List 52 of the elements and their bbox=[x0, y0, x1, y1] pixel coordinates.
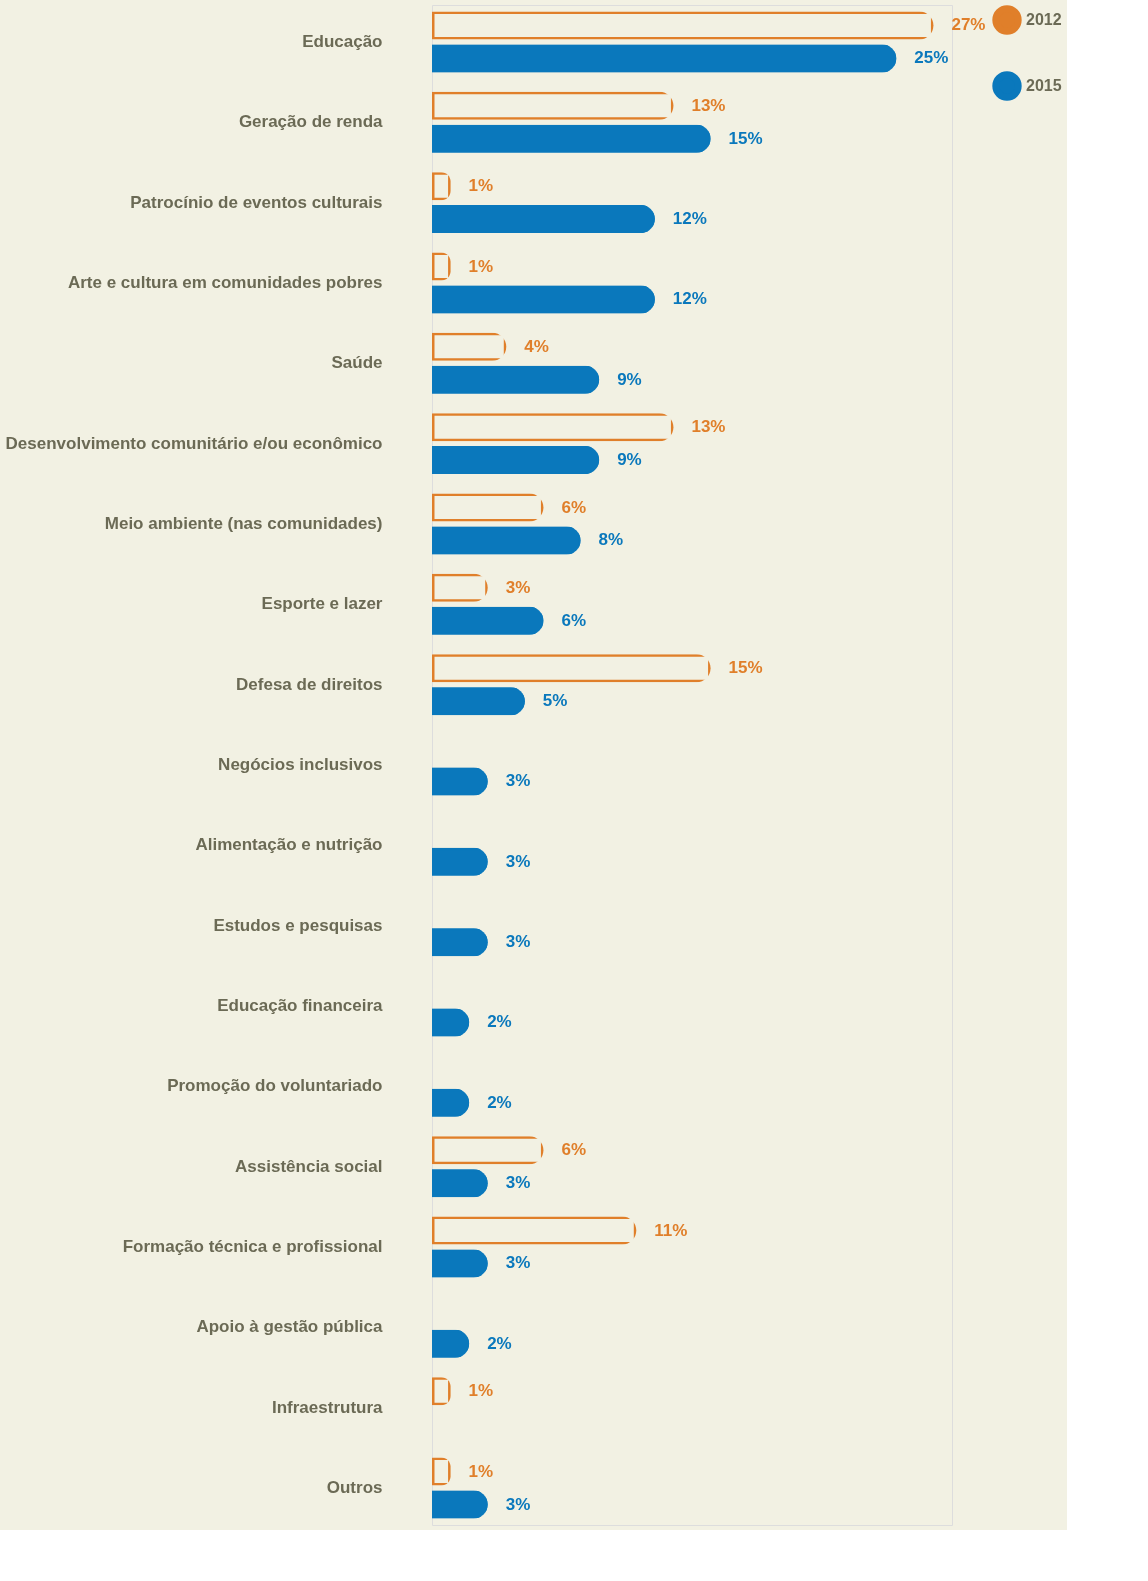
data-label: 12% bbox=[672, 289, 707, 309]
data-label: 27% bbox=[951, 15, 986, 35]
data-label: 3% bbox=[505, 932, 531, 952]
y-tick-label: Educação bbox=[302, 31, 383, 51]
data-label: 1% bbox=[468, 256, 494, 276]
data-label: 15% bbox=[728, 128, 763, 148]
data-label: 1% bbox=[468, 1461, 494, 1481]
data-label: 4% bbox=[524, 336, 549, 356]
data-label: 6% bbox=[561, 610, 587, 630]
y-tick-label: Alimentação e nutrição bbox=[195, 835, 383, 855]
legend-label: 2012 bbox=[1026, 11, 1062, 28]
legend-label: 2015 bbox=[1026, 77, 1062, 94]
y-tick-label: Patrocínio de eventos culturais bbox=[130, 192, 383, 212]
data-label: 3% bbox=[505, 1494, 531, 1514]
data-label: 12% bbox=[672, 209, 707, 229]
y-tick-label: Educação financeira bbox=[217, 996, 384, 1016]
data-label: 11% bbox=[654, 1220, 688, 1240]
data-label: 3% bbox=[505, 577, 531, 597]
data-label: 13% bbox=[691, 95, 726, 115]
data-label: 1% bbox=[468, 1381, 494, 1401]
data-label: 25% bbox=[914, 48, 949, 68]
y-tick-label: Negócios inclusivos bbox=[218, 755, 383, 774]
data-label: 6% bbox=[561, 1140, 587, 1160]
data-label: 3% bbox=[505, 1173, 531, 1193]
y-tick-label: Promoção do voluntariado bbox=[167, 1076, 383, 1096]
data-label: 9% bbox=[617, 450, 642, 470]
y-tick-label: Meio ambiente (nas comunidades) bbox=[104, 513, 383, 533]
data-label: 6% bbox=[561, 497, 587, 517]
data-label: 1% bbox=[468, 176, 494, 196]
y-tick-label: Esporte e lazer bbox=[261, 594, 383, 614]
data-label: 9% bbox=[617, 369, 642, 389]
y-tick-label: Assistência social bbox=[235, 1156, 383, 1176]
y-tick-label: Arte e cultura em comunidades pobres bbox=[67, 272, 383, 292]
data-label: 3% bbox=[505, 851, 531, 871]
y-tick-label: Defesa de direitos bbox=[236, 674, 383, 694]
y-tick-label: Apoio à gestão pública bbox=[196, 1317, 384, 1337]
y-tick-label: Infraestrutura bbox=[271, 1397, 384, 1417]
y-tick-label: Estudos e pesquisas bbox=[213, 915, 383, 935]
data-label: 3% bbox=[505, 771, 531, 791]
y-tick-label: Outros bbox=[326, 1478, 383, 1498]
data-label: 2% bbox=[487, 1333, 512, 1353]
data-label: 15% bbox=[728, 658, 763, 678]
data-label: 5% bbox=[542, 691, 568, 711]
data-label: 2% bbox=[487, 1012, 512, 1032]
data-label: 8% bbox=[598, 530, 624, 550]
y-tick-label: Formação técnica e profissional bbox=[122, 1237, 383, 1257]
data-label: 2% bbox=[487, 1092, 512, 1112]
y-tick-label: Saúde bbox=[331, 353, 383, 373]
data-label: 13% bbox=[691, 417, 726, 437]
data-label: 3% bbox=[505, 1253, 531, 1273]
y-tick-label: Geração de renda bbox=[238, 112, 384, 132]
y-tick-label: Desenvolvimento comunitário e/ou econômico bbox=[5, 433, 383, 453]
